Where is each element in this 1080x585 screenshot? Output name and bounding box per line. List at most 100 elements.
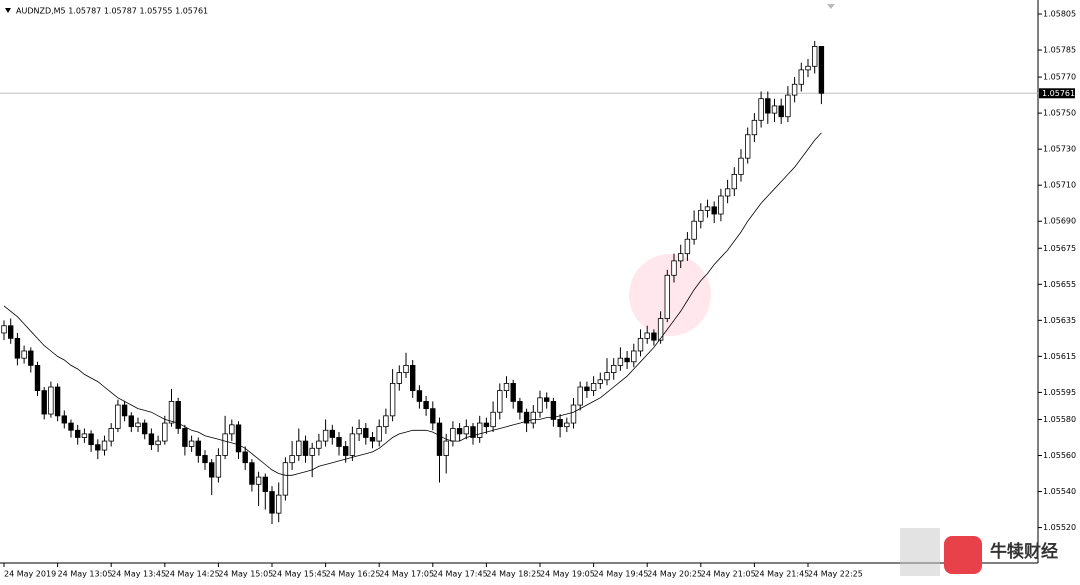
x-tick-label: 24 May 20:25 [647, 570, 702, 579]
candle-body [678, 253, 684, 262]
candle-body [711, 206, 717, 215]
x-tick-label: 24 May 13:45 [111, 570, 166, 579]
candle-body [21, 350, 27, 359]
candle-body [423, 401, 429, 410]
candle-body [302, 440, 309, 456]
candle-body [202, 455, 208, 464]
x-tick-label: 24 May 14:25 [165, 570, 220, 579]
candle-body [242, 451, 248, 464]
candle-body [771, 105, 778, 114]
candle-body [510, 383, 516, 402]
candle-body [188, 440, 195, 447]
y-tick-label: 1.05520 [1043, 523, 1076, 532]
candle-body [128, 415, 134, 428]
y-tick-label: 1.05750 [1043, 109, 1076, 118]
candle-body [624, 357, 630, 363]
candle-body [604, 372, 610, 381]
candle-body [651, 332, 657, 341]
x-tick-label: 24 May 19:45 [594, 570, 649, 579]
candle-body [309, 447, 315, 456]
y-tick-label: 1.05615 [1043, 352, 1076, 361]
candle-body [282, 462, 289, 496]
candle-body [537, 397, 543, 413]
candle-body [135, 422, 141, 428]
y-tick-label: 1.05540 [1043, 487, 1076, 496]
candle-body [751, 119, 758, 136]
candle-body [731, 173, 737, 190]
candle-body [342, 446, 349, 456]
candle-body [490, 411, 496, 428]
candle-body [778, 105, 784, 118]
candle-body [155, 440, 161, 446]
candle-body [671, 260, 677, 276]
x-tick-label: 24 May 21:45 [754, 570, 809, 579]
y-tick-label: 1.05785 [1043, 46, 1076, 55]
candle-body [805, 65, 811, 71]
candle-body [409, 364, 416, 392]
candle-body [664, 274, 670, 319]
y-tick-label: 1.05730 [1043, 145, 1076, 154]
candle-body [101, 440, 108, 451]
candle-body [812, 46, 818, 67]
candle-body [7, 325, 14, 339]
candle-body [718, 195, 724, 215]
last-price-label: 1.05761 [1042, 89, 1075, 98]
x-tick-label: 24 May 16:25 [326, 570, 381, 579]
candle-body [758, 98, 764, 121]
chart-title: AUDNZD,M5 1.05787 1.05787 1.05755 1.0576… [16, 7, 208, 16]
x-tick-label: 24 May 13:05 [58, 570, 113, 579]
candle-body [403, 364, 409, 373]
candle-body [215, 455, 222, 478]
candle-body [785, 94, 791, 118]
candle-body [296, 440, 302, 456]
candle-body [81, 433, 88, 438]
candle-body [657, 318, 664, 341]
candle-body [168, 401, 175, 424]
candle-body [557, 419, 563, 428]
candle-body [617, 357, 624, 366]
candle-body [249, 462, 255, 485]
candle-body [517, 401, 523, 413]
candle-body [289, 455, 295, 464]
candle-body [41, 390, 47, 415]
candle-body [450, 428, 456, 442]
candle-body [684, 238, 691, 255]
candle-body [436, 422, 443, 456]
x-tick-label: 24 May 17:45 [433, 570, 488, 579]
candle-body [570, 404, 577, 424]
candle-body [269, 491, 275, 514]
candle-body [631, 350, 637, 363]
candle-body [791, 83, 798, 96]
candle-body [14, 337, 21, 359]
candle-body [322, 429, 329, 442]
candle-body [590, 383, 597, 392]
candle-body [108, 428, 114, 442]
candle-body [1, 325, 7, 334]
last-price-box [1039, 88, 1075, 99]
menu-arrow [5, 8, 11, 13]
candle-body [544, 397, 550, 402]
candle-body [34, 364, 41, 392]
candle-body [698, 210, 704, 222]
y-tick-label: 1.05635 [1043, 316, 1076, 325]
candle-body [148, 433, 155, 446]
candle-body [577, 386, 583, 406]
highlight [629, 254, 711, 336]
candle-body [162, 422, 168, 442]
candle-body [383, 415, 389, 428]
y-tick-label: 1.05655 [1043, 280, 1076, 289]
candle-body [476, 422, 483, 438]
x-tick-label: 24 May 22:25 [808, 570, 863, 579]
y-tick-label: 1.05770 [1043, 73, 1076, 82]
candle-body [369, 437, 376, 442]
y-tick-label: 1.05710 [1043, 181, 1076, 190]
candle-body [798, 69, 804, 85]
candle-body [141, 422, 148, 435]
candle-body [765, 98, 771, 114]
x-tick-label: 24 May 15:05 [218, 570, 273, 579]
candle-body [349, 433, 356, 456]
candle-body [745, 134, 751, 159]
x-tick-label: 24 May 15:45 [272, 570, 327, 579]
